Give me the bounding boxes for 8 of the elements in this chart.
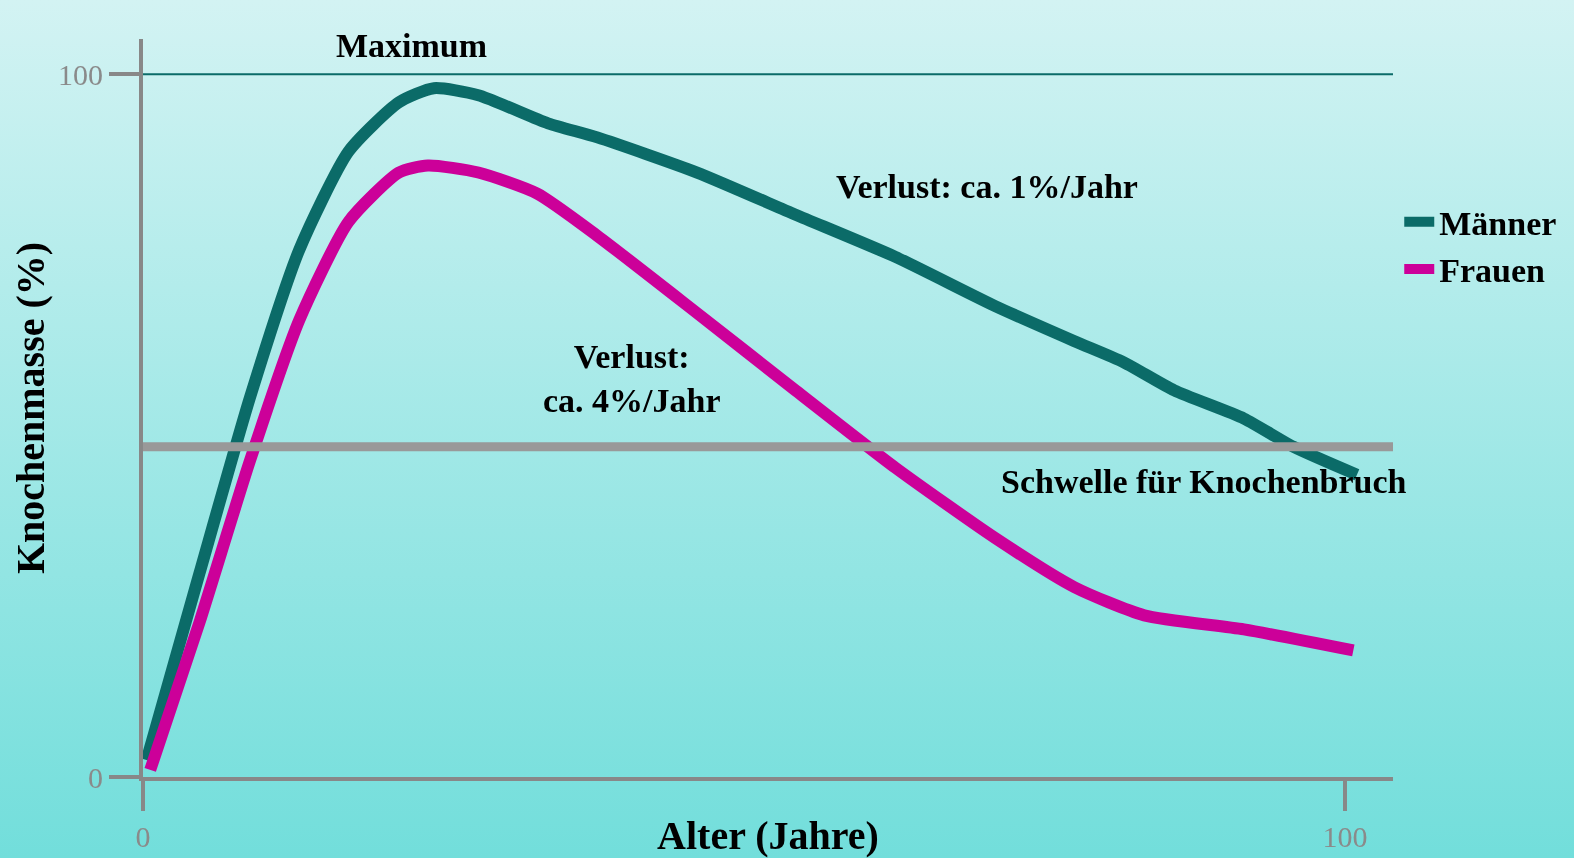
ref-line-label: Maximum bbox=[336, 27, 488, 64]
annotation: Verlust: ca. 1%/Jahr bbox=[836, 168, 1138, 205]
y-axis-title: Knochenmasse (%) bbox=[8, 241, 53, 575]
annotation: Verlust: ca. 4%/Jahr bbox=[543, 338, 721, 420]
x-axis-title: Alter (Jahre) bbox=[657, 813, 879, 858]
ref-line-label: Schwelle für Knochenbruch bbox=[1001, 463, 1407, 500]
legend-label: Männer bbox=[1439, 205, 1557, 242]
legend-label: Frauen bbox=[1439, 252, 1546, 290]
